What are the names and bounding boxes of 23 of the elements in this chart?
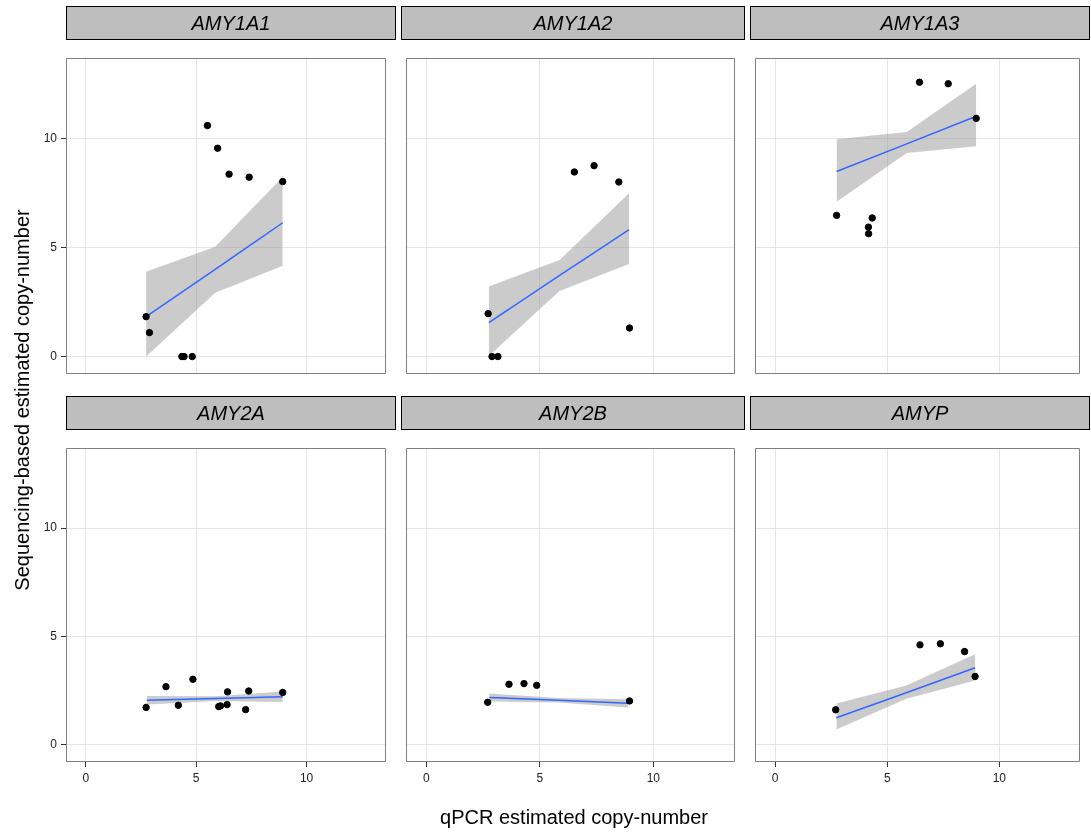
chart-title: AMYP [750, 396, 1090, 430]
x-tick-label: 5 [192, 770, 200, 785]
y-tick-label: 0 [50, 348, 58, 363]
y-tick-label: 5 [50, 628, 58, 643]
x-axis-title: qPCR estimated copy-number [440, 806, 708, 829]
x-tick-label: 5 [883, 770, 891, 785]
chart-title: AMY1A1 [66, 6, 396, 40]
x-tick-label: 10 [299, 770, 314, 785]
x-tick-label: 0 [82, 770, 90, 785]
x-tick-label: 10 [992, 770, 1007, 785]
chart-title: AMY2B [401, 396, 745, 430]
x-tick-label: 0 [423, 770, 431, 785]
x-tick-label: 10 [646, 770, 661, 785]
chart-title: AMY1A2 [401, 6, 745, 40]
y-axis-title: Sequencing-based estimated copy-number [10, 209, 34, 591]
x-tick-label: 5 [536, 770, 544, 785]
y-tick-label: 10 [43, 130, 58, 145]
chart-title: AMY1A3 [750, 6, 1090, 40]
chart-title: AMY2A [66, 396, 396, 430]
y-tick-label: 0 [50, 736, 58, 751]
y-tick-label: 10 [43, 520, 58, 535]
x-tick-label: 0 [771, 770, 779, 785]
y-tick-label: 5 [50, 239, 58, 254]
